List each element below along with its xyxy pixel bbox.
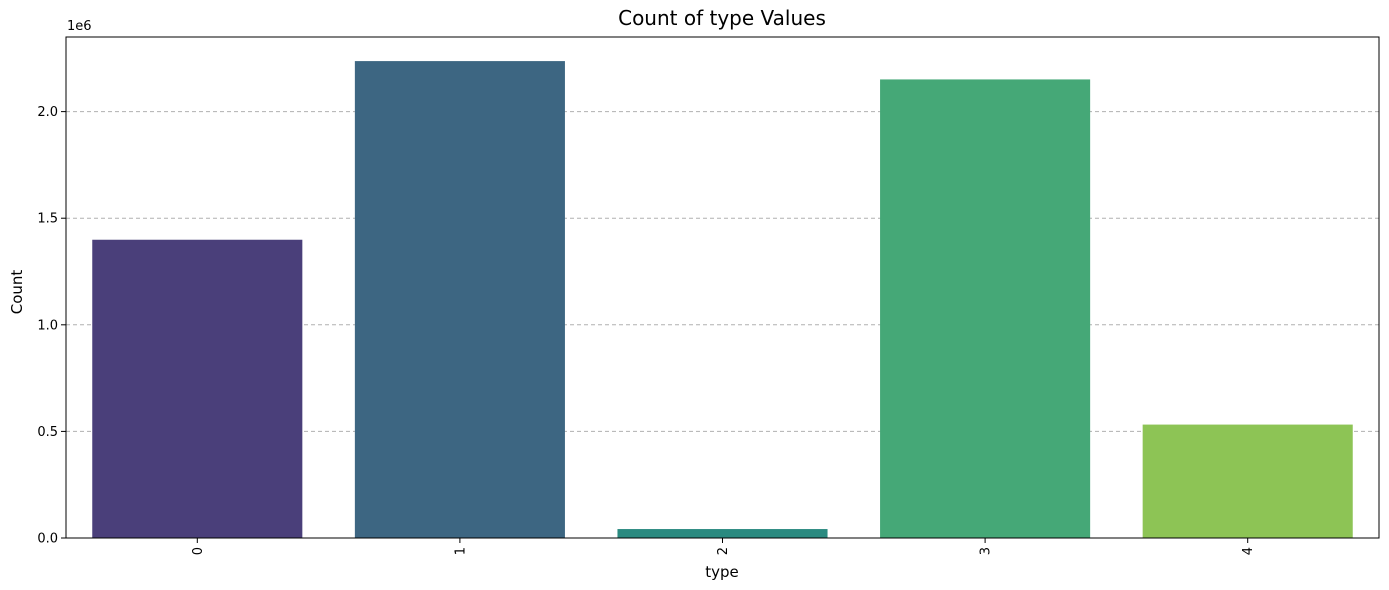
x-tick-label: 0 [191, 547, 206, 555]
x-axis-ticks: 0 1 2 3 4 [191, 538, 1256, 555]
x-tick-label: 3 [979, 547, 994, 555]
bar-0 [92, 239, 303, 538]
y-axis-label: Count [8, 270, 26, 315]
x-tick-label: 1 [453, 547, 468, 555]
y-axis-ticks: 0.0 0.5 1.0 1.5 2.0 [37, 105, 66, 547]
y-tick-label: 2.0 [37, 105, 58, 120]
y-offset-text: 1e6 [67, 19, 92, 34]
x-axis-label: type [705, 563, 739, 581]
bars [92, 61, 1353, 538]
bar-2 [617, 529, 828, 538]
y-tick-label: 0.5 [37, 425, 58, 440]
x-tick-label: 2 [716, 547, 731, 555]
bar-3 [880, 79, 1091, 538]
x-tick-label: 4 [1241, 547, 1256, 555]
y-tick-label: 1.5 [37, 212, 58, 227]
y-tick-label: 0.0 [37, 532, 58, 547]
y-tick-label: 1.0 [37, 318, 58, 333]
bar-4 [1142, 424, 1353, 538]
chart-title: Count of type Values [618, 6, 826, 30]
bar-1 [354, 61, 565, 538]
